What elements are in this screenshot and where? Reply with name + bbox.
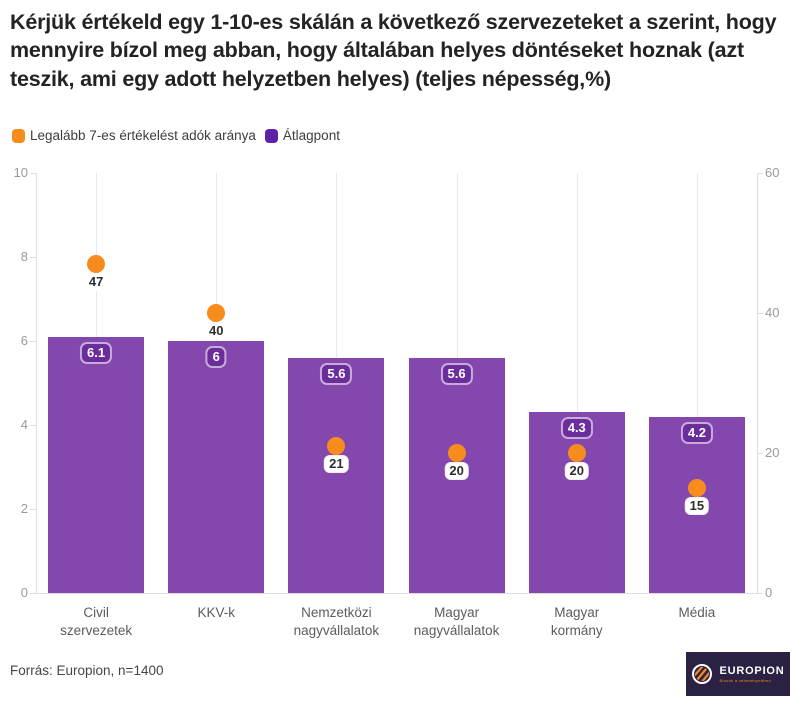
dot-4[interactable] (447, 444, 466, 462)
right-axis-tick-label: 40 (765, 305, 780, 320)
dot-3[interactable] (327, 437, 346, 455)
category-label: Magyar kormány (550, 605, 603, 638)
legend: Legalább 7-es értékelést adók aránya Átl… (12, 128, 340, 143)
left-tick-mark (30, 173, 36, 174)
bottom-axis-line (36, 593, 757, 594)
category-label: Nemzetközi nagyvállalatok (293, 605, 380, 638)
dot-value-label: 47 (84, 274, 108, 290)
bar-value-label: 5.6 (442, 364, 471, 383)
bar-value-label: 6.1 (82, 343, 111, 362)
gridline (576, 173, 578, 593)
bar-value-label: 4.3 (562, 419, 591, 438)
dot-1[interactable] (87, 255, 106, 273)
legend-label: Átlagpont (282, 128, 340, 143)
purple-swatch-icon (264, 128, 278, 143)
left-axis-tick-label: 2 (20, 501, 28, 516)
left-axis-tick-label: 10 (13, 165, 28, 180)
legend-item-dots[interactable]: Legalább 7-es értékelést adók aránya (12, 128, 256, 143)
right-axis-tick-label: 20 (765, 445, 780, 460)
bar-value-label: 6 (207, 348, 225, 366)
left-tick-mark (30, 341, 36, 342)
category-label: Civil szervezetek (60, 605, 133, 638)
left-tick-mark (30, 509, 36, 510)
legend-item-bars[interactable]: Átlagpont (264, 128, 340, 143)
dot-5[interactable] (567, 444, 586, 462)
dot-value-label: 21 (325, 456, 348, 472)
europion-circle-icon (692, 664, 713, 684)
left-axis-tick-label: 6 (20, 333, 28, 348)
left-axis-tick-label: 0 (20, 585, 28, 600)
dot-value-label: 20 (445, 463, 468, 479)
chart-title: Kérjük értékeld egy 1-10-es skálán a köv… (10, 10, 777, 91)
legend-label: Legalább 7-es értékelést adók aránya (30, 128, 256, 143)
right-tick-mark (757, 593, 763, 594)
right-tick-mark (757, 173, 763, 174)
left-axis-tick-label: 8 (20, 249, 28, 264)
dot-2[interactable] (207, 304, 226, 322)
bar-chart: 10 8 6 4 2 0 60 40 20 0 6.1 47 Civil szervezetek 6 40 K… (0, 160, 795, 660)
dot-6[interactable] (687, 479, 706, 497)
bar-value-label: 5.6 (322, 364, 351, 383)
right-axis-tick-label: 60 (765, 165, 780, 180)
left-tick-mark (30, 593, 36, 594)
right-axis-line (757, 173, 758, 593)
left-axis-tick-label: 4 (20, 417, 28, 432)
logo-tagline: Bízunk a véleményedben (719, 678, 771, 683)
right-tick-mark (757, 453, 763, 454)
bar-1[interactable] (48, 336, 145, 593)
category-label: Média (678, 605, 716, 620)
left-tick-mark (30, 425, 36, 426)
logo-name: EUROPION (719, 665, 785, 677)
category-label: KKV-k (197, 605, 235, 620)
bar-5[interactable] (528, 412, 625, 593)
left-axis-line (36, 173, 37, 593)
bar-value-label: 4.2 (682, 423, 711, 442)
dot-value-label: 20 (565, 463, 588, 479)
gridline (696, 173, 698, 593)
category-label: Magyar nagyvállalatok (413, 605, 500, 638)
source-note: Forrás: Europion, n=1400 (10, 663, 164, 678)
orange-swatch-icon (12, 128, 25, 143)
right-tick-mark (757, 313, 763, 314)
logo-texts: EUROPION Bízunk a véleményedben (719, 665, 784, 683)
europion-logo: EUROPION Bízunk a véleményedben (686, 652, 790, 696)
bar-3[interactable] (288, 357, 385, 593)
bar-2[interactable] (168, 341, 265, 593)
dot-value-label: 40 (205, 323, 228, 339)
left-tick-mark (30, 257, 36, 258)
right-axis-tick-label: 0 (765, 585, 773, 600)
dot-value-label: 15 (685, 498, 709, 514)
